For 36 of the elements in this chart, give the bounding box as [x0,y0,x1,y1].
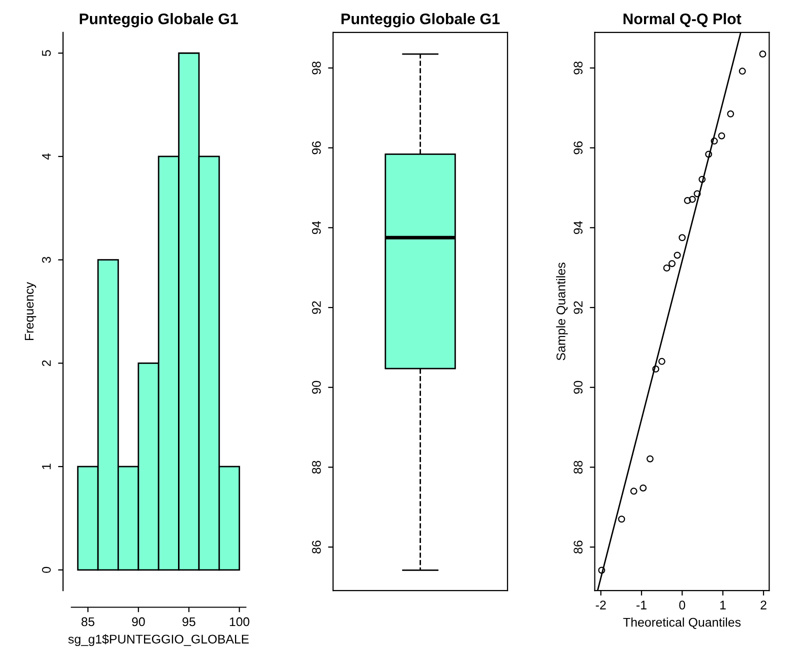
y-tick-label: 2 [42,360,51,366]
y-tick-label: 5 [42,50,51,56]
y-tick-label: 98 [574,62,583,74]
y-tick-label: 0 [42,566,51,573]
y-axis-title: Frequency [24,282,36,340]
y-tick-label: 92 [312,301,321,314]
y-tick-label: 1 [42,464,51,470]
y-tick-label: 4 [42,153,51,160]
x-tick-label: 1 [720,600,726,610]
y-tick-label: 88 [574,460,583,474]
x-tick-label: 100 [230,617,250,626]
y-axis-title: Sample Quantiles [556,262,568,360]
y-tick-label: 92 [574,301,583,314]
y-tick-label: 90 [574,380,583,394]
x-tick-label: 85 [82,617,94,626]
y-tick-label: 96 [574,141,583,154]
x-tick-label: 2 [760,600,766,610]
x-tick-label: 95 [182,617,196,626]
x-tick-label: -2 [596,600,606,610]
y-tick-label: 86 [574,540,583,554]
y-tick-label: 98 [312,62,321,74]
chart-title: Normal Q-Q Plot [624,13,742,28]
chart-title: Punteggio Globale G1 [342,13,500,28]
chart-title: Punteggio Globale G1 [80,13,238,28]
x-axis-title: sg_g1$PUNTEGGIO_GLOBALE [68,634,249,646]
x-tick-label: 0 [679,600,686,610]
y-tick-label: 90 [312,380,321,394]
y-tick-label: 3 [42,256,51,263]
y-tick-label: 94 [312,221,321,234]
y-tick-label: 86 [312,540,321,554]
x-tick-label: 90 [132,617,145,626]
x-axis-title: Theoretical Quantiles [623,618,741,629]
x-tick-label: -1 [636,600,646,610]
y-tick-label: 94 [574,221,583,234]
y-tick-label: 96 [312,141,321,154]
y-tick-label: 88 [312,460,321,474]
